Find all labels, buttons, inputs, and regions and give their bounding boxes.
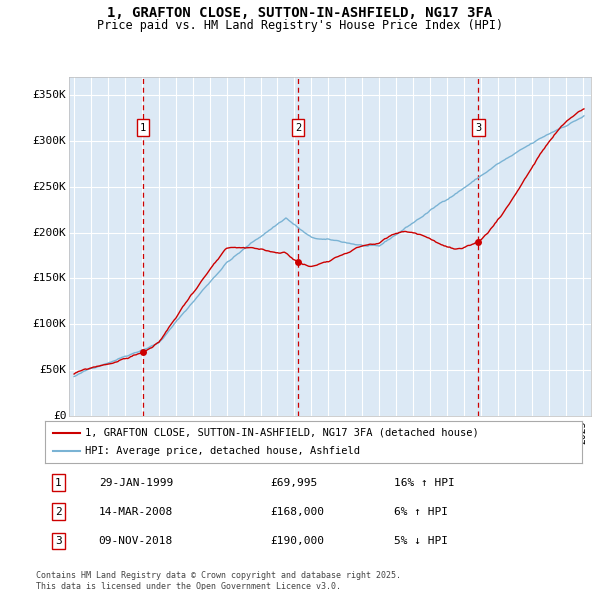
Text: £168,000: £168,000 (271, 507, 325, 517)
Text: £350K: £350K (32, 90, 67, 100)
Text: 2: 2 (295, 123, 301, 133)
Text: £190,000: £190,000 (271, 536, 325, 546)
Text: £250K: £250K (32, 182, 67, 192)
Text: 16% ↑ HPI: 16% ↑ HPI (394, 477, 455, 487)
Text: Contains HM Land Registry data © Crown copyright and database right 2025.
This d: Contains HM Land Registry data © Crown c… (36, 571, 401, 590)
Text: 1: 1 (140, 123, 146, 133)
Text: 5% ↓ HPI: 5% ↓ HPI (394, 536, 448, 546)
Text: 1: 1 (55, 477, 62, 487)
Text: 3: 3 (475, 123, 482, 133)
Text: 6% ↑ HPI: 6% ↑ HPI (394, 507, 448, 517)
Text: 14-MAR-2008: 14-MAR-2008 (98, 507, 173, 517)
Text: £150K: £150K (32, 273, 67, 283)
Text: 2: 2 (55, 507, 62, 517)
Text: 3: 3 (55, 536, 62, 546)
Text: £0: £0 (53, 411, 67, 421)
Text: Price paid vs. HM Land Registry's House Price Index (HPI): Price paid vs. HM Land Registry's House … (97, 19, 503, 32)
Text: £69,995: £69,995 (271, 477, 318, 487)
Text: HPI: Average price, detached house, Ashfield: HPI: Average price, detached house, Ashf… (85, 446, 360, 456)
Text: £50K: £50K (40, 365, 67, 375)
Text: 1, GRAFTON CLOSE, SUTTON-IN-ASHFIELD, NG17 3FA: 1, GRAFTON CLOSE, SUTTON-IN-ASHFIELD, NG… (107, 6, 493, 20)
Text: £200K: £200K (32, 228, 67, 238)
Text: 1, GRAFTON CLOSE, SUTTON-IN-ASHFIELD, NG17 3FA (detached house): 1, GRAFTON CLOSE, SUTTON-IN-ASHFIELD, NG… (85, 428, 479, 438)
Text: 09-NOV-2018: 09-NOV-2018 (98, 536, 173, 546)
Text: £100K: £100K (32, 319, 67, 329)
Text: £300K: £300K (32, 136, 67, 146)
Text: 29-JAN-1999: 29-JAN-1999 (98, 477, 173, 487)
